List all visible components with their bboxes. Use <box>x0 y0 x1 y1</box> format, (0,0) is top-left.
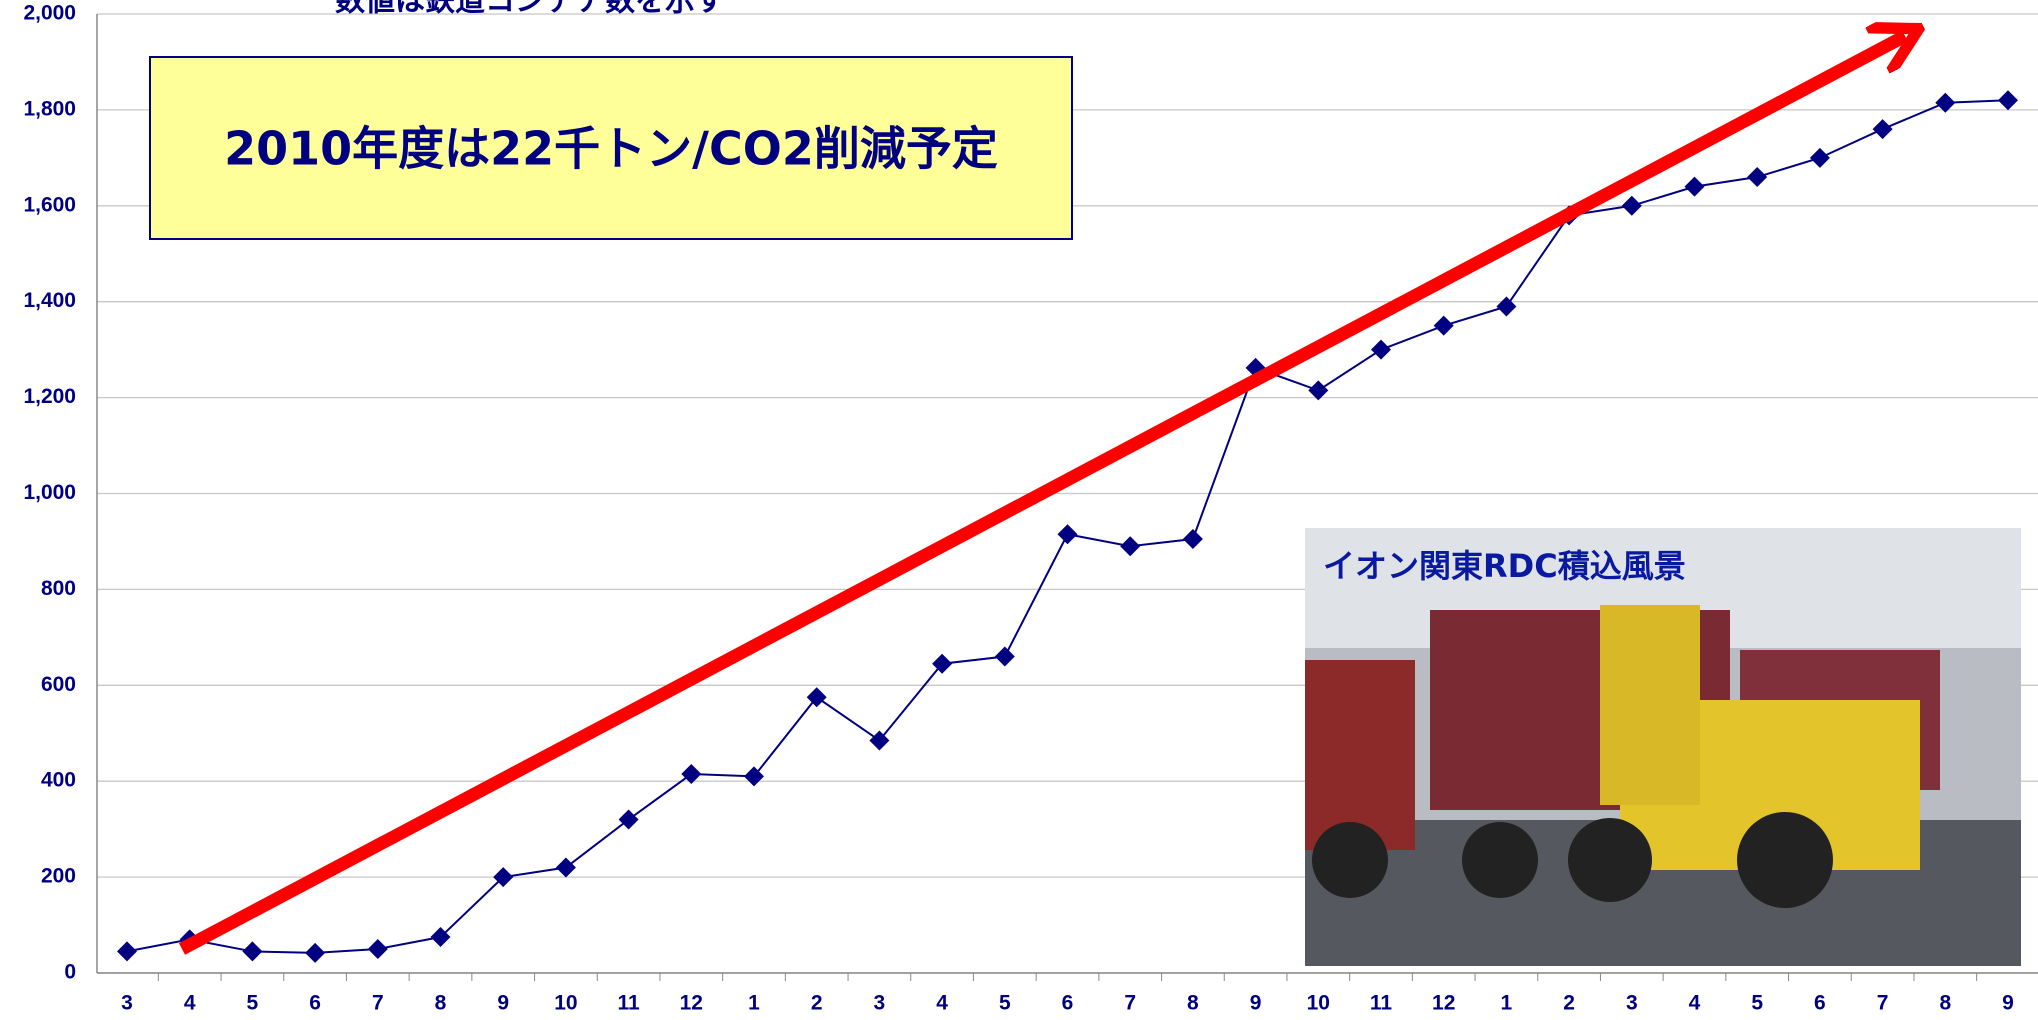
y-tick-label: 1,600 <box>23 193 76 216</box>
y-tick-label: 1,200 <box>23 385 76 408</box>
x-tick-label: 5 <box>999 992 1011 1015</box>
data-point <box>305 943 325 963</box>
x-tick-label: 6 <box>309 992 321 1015</box>
data-point <box>1685 177 1705 197</box>
data-point <box>1998 90 2018 110</box>
data-point <box>1622 196 1642 216</box>
chart-title: 数値は鉄道コンテナ数を示す <box>335 0 725 19</box>
y-tick-label: 0 <box>64 961 76 984</box>
annotation: 2010年度は22千トン/CO2削減予定 <box>224 122 998 176</box>
x-tick-label: 8 <box>1187 992 1199 1015</box>
data-point <box>1873 119 1893 139</box>
data-point <box>744 766 764 786</box>
x-tick-label: 2 <box>811 992 823 1015</box>
photo <box>1305 528 2021 966</box>
data-point <box>995 647 1015 667</box>
x-tick-label: 1 <box>748 992 760 1015</box>
data-point <box>1434 316 1454 336</box>
x-tick-label: 5 <box>1751 992 1763 1015</box>
data-point <box>117 941 137 961</box>
y-tick-label: 200 <box>41 865 76 888</box>
y-tick-label: 400 <box>41 769 76 792</box>
x-tick-label: 9 <box>497 992 509 1015</box>
data-point <box>556 858 576 878</box>
data-point <box>807 687 827 707</box>
x-tick-label: 5 <box>247 992 259 1015</box>
data-point <box>1183 529 1203 549</box>
page: {"chart_data": {"type": "line", "title":… <box>0 0 2038 1016</box>
x-tick-label: 9 <box>2002 992 2014 1015</box>
x-tick-label: 9 <box>1250 992 1262 1015</box>
x-tick-label: 4 <box>1689 992 1701 1015</box>
x-tick-label: 3 <box>121 992 133 1015</box>
x-tick-label: 10 <box>1307 992 1330 1015</box>
x-tick-label: 11 <box>617 992 640 1015</box>
x-tick-label: 4 <box>184 992 196 1015</box>
y-tick-label: 2,000 <box>23 2 76 25</box>
y-tick-label: 1,800 <box>23 97 76 120</box>
data-point <box>1810 148 1830 168</box>
x-tick-label: 11 <box>1370 992 1393 1015</box>
data-point <box>619 810 639 830</box>
x-tick-label: 7 <box>372 992 384 1015</box>
x-tick-label: 4 <box>936 992 948 1015</box>
y-tick-label: 1,400 <box>23 289 76 312</box>
data-point <box>368 939 388 959</box>
x-tick-label: 2 <box>1563 992 1575 1015</box>
x-tick-label: 1 <box>1501 992 1513 1015</box>
data-point <box>1496 296 1516 316</box>
x-tick-label: 6 <box>1814 992 1826 1015</box>
photo-caption: イオン関東RDC積込風景 <box>1323 547 1686 585</box>
x-tick-label: 12 <box>680 992 703 1015</box>
y-tick-label: 1,000 <box>23 481 76 504</box>
data-point <box>1120 536 1140 556</box>
x-tick-label: 12 <box>1432 992 1455 1015</box>
x-tick-label: 7 <box>1124 992 1136 1015</box>
x-tick-label: 3 <box>1626 992 1638 1015</box>
x-tick-label: 10 <box>554 992 577 1015</box>
x-tick-label: 6 <box>1062 992 1074 1015</box>
data-point <box>1371 340 1391 360</box>
data-point <box>1747 167 1767 187</box>
x-tick-label: 7 <box>1877 992 1889 1015</box>
x-tick-label: 8 <box>435 992 447 1015</box>
y-tick-label: 800 <box>41 577 76 600</box>
x-tick-label: 3 <box>874 992 886 1015</box>
data-point <box>1058 524 1078 544</box>
y-tick-label: 600 <box>41 673 76 696</box>
data-point <box>242 941 262 961</box>
chart: 数値は鉄道コンテナ数を示す 2010年度は22千トン/CO2削減予定 イオン関東… <box>0 0 2038 1016</box>
x-tick-label: 8 <box>1939 992 1951 1015</box>
